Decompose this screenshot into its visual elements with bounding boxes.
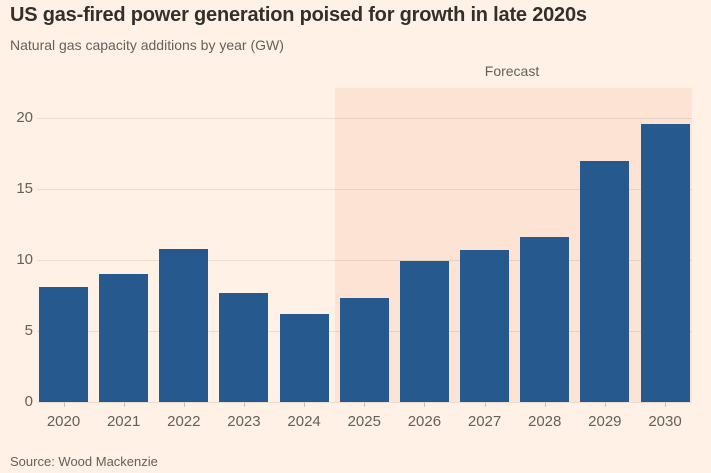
y-tick-label-0: 0	[24, 393, 33, 410]
forecast-region	[335, 88, 692, 402]
x-axis-tick-2022	[183, 402, 185, 407]
x-axis-tick-2028	[544, 402, 546, 407]
x-tick-label-2028: 2028	[528, 413, 562, 430]
bar-2021	[99, 274, 149, 402]
chart-subtitle: Natural gas capacity additions by year (…	[10, 37, 284, 53]
y-tick-label-10: 10	[16, 251, 33, 268]
bar-2030	[640, 123, 690, 402]
x-axis-tick-2023	[243, 402, 245, 407]
x-axis-tick-2026	[424, 402, 426, 407]
x-axis-tick-2025	[364, 402, 366, 407]
gridline-10	[37, 260, 692, 261]
bar-2022	[159, 248, 209, 402]
x-tick-label-2029: 2029	[588, 413, 622, 430]
x-tick-label-2025: 2025	[347, 413, 381, 430]
x-tick-label-2027: 2027	[467, 413, 502, 430]
y-tick-label-20: 20	[16, 109, 33, 126]
bar-2024	[279, 313, 329, 402]
chart-title: US gas-fired power generation poised for…	[10, 4, 587, 26]
x-axis-tick-2020	[63, 402, 65, 407]
x-tick-label-2023: 2023	[227, 413, 261, 430]
x-tick-label-2024: 2024	[287, 413, 321, 430]
x-axis-tick-2030	[665, 402, 666, 407]
x-axis-tick-2029	[604, 402, 606, 407]
bar-2029	[580, 160, 630, 402]
bar-2023	[219, 292, 269, 402]
gridline-20	[37, 118, 692, 119]
x-tick-label-2030: 2030	[648, 413, 682, 430]
bar-2026	[399, 261, 449, 402]
bar-2025	[339, 298, 389, 402]
source-note: Source: Wood Mackenzie	[10, 454, 158, 469]
x-axis-tick-2021	[123, 402, 125, 407]
x-tick-label-2022: 2022	[167, 413, 201, 430]
bar-2020	[39, 286, 88, 402]
x-tick-label-2021: 2021	[106, 413, 141, 430]
y-tick-label-15: 15	[16, 180, 33, 197]
x-tick-label-2020: 2020	[46, 413, 81, 430]
y-tick-label-5: 5	[24, 322, 33, 339]
x-axis-tick-2024	[304, 402, 306, 407]
bar-2028	[520, 237, 570, 402]
x-axis-tick-2027	[484, 402, 486, 407]
gridline-15	[37, 189, 692, 190]
forecast-label: Forecast	[484, 63, 540, 79]
x-tick-label-2026: 2026	[407, 413, 442, 430]
bar-2027	[460, 250, 510, 402]
